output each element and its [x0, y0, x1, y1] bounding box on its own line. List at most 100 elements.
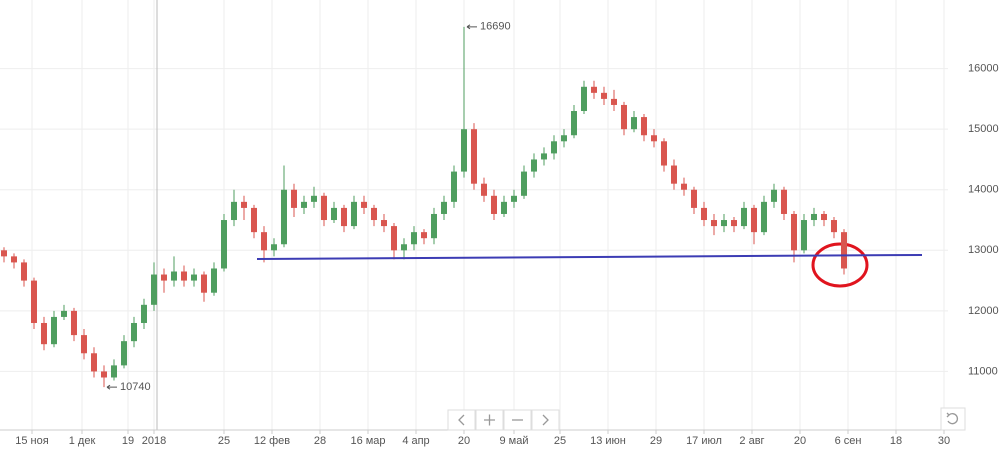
candle-body	[111, 365, 117, 378]
y-tick-label: 13000	[968, 244, 999, 256]
candle-body	[61, 310, 67, 317]
candle-body	[51, 316, 57, 345]
candle-body	[151, 274, 157, 305]
candle-body	[81, 335, 87, 354]
candle-body	[461, 129, 467, 172]
candle-body	[451, 171, 457, 202]
x-tick-label: 6 сен	[835, 435, 862, 447]
candle-body	[431, 213, 437, 239]
candle-body	[821, 213, 827, 221]
reset-icon	[946, 412, 958, 425]
candle-body	[381, 220, 387, 227]
pan-left-button[interactable]	[447, 409, 476, 431]
candle-body	[241, 201, 247, 208]
x-tick-label: 19	[122, 435, 134, 447]
candle-body	[41, 322, 47, 345]
pan-right-icon	[542, 414, 549, 426]
candle-body	[271, 244, 277, 251]
high-label: 16690	[480, 21, 511, 33]
candle-body	[101, 371, 107, 378]
pan-right-button[interactable]	[531, 409, 560, 431]
candle-body	[221, 220, 227, 269]
zoom-controls	[447, 409, 560, 431]
x-tick-label: 16 мар	[350, 435, 385, 447]
candle-body	[621, 104, 627, 130]
x-tick-label: 2018	[142, 435, 166, 447]
candle-body	[611, 98, 617, 105]
candle-body	[261, 232, 267, 251]
x-tick-label: 20	[794, 435, 806, 447]
candle-body	[351, 201, 357, 227]
x-tick-label: 4 апр	[402, 435, 429, 447]
candle-body	[551, 141, 557, 154]
candle-body	[291, 189, 297, 208]
x-tick-label: 2 авг	[739, 435, 764, 447]
candle-body	[441, 201, 447, 214]
candle-body	[21, 262, 27, 281]
candle-body	[511, 195, 517, 202]
x-tick-label: 29	[650, 435, 662, 447]
candle-body	[721, 220, 727, 227]
candle-body	[691, 189, 697, 208]
y-tick-label: 14000	[968, 184, 999, 196]
zoom-in-icon	[484, 414, 495, 426]
x-tick-label: 9 май	[500, 435, 529, 447]
candle-body	[421, 232, 427, 239]
candle-body	[321, 195, 327, 221]
candle-body	[841, 232, 847, 269]
low-arrow	[106, 384, 117, 390]
candle-body	[651, 135, 657, 142]
x-tick-label: 1 дек	[69, 435, 96, 447]
x-tick-label: 25	[554, 435, 566, 447]
candle-body	[191, 274, 197, 281]
high-arrow	[466, 24, 477, 30]
x-tick-label: 12 фев	[254, 435, 290, 447]
candle-body	[301, 201, 307, 208]
candle-body	[331, 207, 337, 221]
x-tick-label: 28	[314, 435, 326, 447]
candle-body	[521, 171, 527, 196]
candle-body	[671, 165, 677, 184]
candle-body	[711, 220, 717, 227]
candle-body	[91, 353, 97, 372]
reset-button[interactable]	[940, 407, 966, 431]
candle-body	[251, 207, 257, 233]
candle-body	[361, 201, 367, 208]
candle-body	[781, 189, 787, 214]
candle-body	[681, 183, 687, 190]
candle-body	[341, 207, 347, 227]
candle-body	[581, 86, 587, 112]
candle-body	[801, 220, 807, 251]
candle-body	[31, 280, 37, 323]
candle-body	[771, 189, 777, 202]
x-tick-label: 17 июл	[686, 435, 722, 447]
candle-body	[741, 207, 747, 227]
candle-body	[371, 207, 377, 221]
candle-body	[571, 111, 577, 136]
candle-body	[601, 92, 607, 99]
candle-body	[231, 201, 237, 221]
y-tick-label: 15000	[968, 123, 999, 135]
candle-body	[391, 226, 397, 251]
candle-body	[491, 195, 497, 214]
candle-body	[411, 232, 417, 245]
x-tick-label: 20	[458, 435, 470, 447]
candle-body	[501, 201, 507, 214]
pan-left-icon	[458, 414, 465, 426]
candle-body	[661, 141, 667, 166]
candle-body	[561, 135, 567, 142]
candle-body	[791, 213, 797, 251]
candle-body	[211, 268, 217, 293]
candle-body	[131, 322, 137, 342]
candle-body	[591, 86, 597, 93]
candle-body	[1, 250, 7, 257]
candle-body	[641, 117, 647, 136]
candle-body	[531, 159, 537, 172]
candle-body	[161, 274, 167, 281]
y-tick-label: 11000	[968, 365, 998, 377]
candle-body	[751, 207, 757, 233]
candle-body	[11, 256, 17, 263]
candle-body	[71, 310, 77, 336]
x-tick-label: 25	[218, 435, 230, 447]
